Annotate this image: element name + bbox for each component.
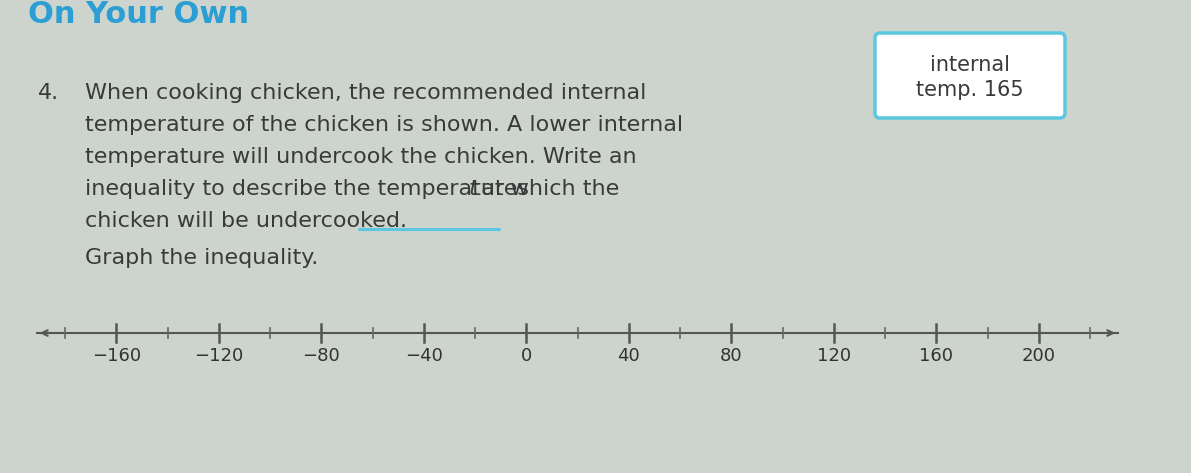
Text: 0: 0 [520,347,532,365]
Text: Graph the inequality.: Graph the inequality. [85,248,318,268]
Text: internal: internal [930,55,1010,76]
Text: −40: −40 [405,347,443,365]
Text: 160: 160 [919,347,953,365]
Text: On Your Own: On Your Own [29,0,249,29]
Text: temp. 165: temp. 165 [916,79,1024,99]
Text: chicken will be undercooked.: chicken will be undercooked. [85,211,407,231]
Text: −160: −160 [92,347,141,365]
Text: at which the: at which the [474,179,619,199]
Text: 200: 200 [1022,347,1055,365]
Text: 40: 40 [617,347,640,365]
Text: −120: −120 [194,347,243,365]
Text: inequality to describe the temperatures: inequality to describe the temperatures [85,179,536,199]
Text: 4.: 4. [38,83,60,103]
Text: temperature of the chicken is shown. A lower internal: temperature of the chicken is shown. A l… [85,115,684,135]
Text: t: t [469,179,478,199]
Text: When cooking chicken, the recommended internal: When cooking chicken, the recommended in… [85,83,647,103]
Text: 120: 120 [817,347,850,365]
Text: temperature will undercook the chicken. Write an: temperature will undercook the chicken. … [85,147,637,167]
Text: 80: 80 [719,347,742,365]
FancyBboxPatch shape [875,33,1065,118]
Text: −80: −80 [303,347,341,365]
